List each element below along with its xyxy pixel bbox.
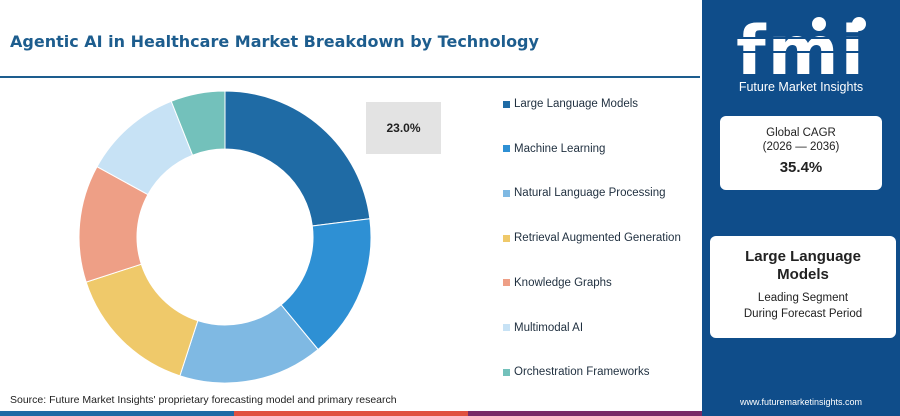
chart-title: Agentic AI in Healthcare Market Breakdow… bbox=[10, 32, 539, 51]
info-panel: fmi Future Market Insights Global CAGR (… bbox=[702, 0, 900, 416]
fmi-logo: fmi bbox=[732, 12, 872, 91]
bottom-strip-segment bbox=[0, 411, 234, 416]
legend-swatch bbox=[503, 368, 510, 376]
legend-label: Multimodal AI bbox=[514, 321, 584, 334]
legend-item: Multimodal AI bbox=[503, 322, 583, 334]
legend-swatch bbox=[503, 324, 510, 331]
donut-chart bbox=[78, 90, 372, 384]
leading-segment-card: Large Language Models Leading Segment Du… bbox=[710, 236, 896, 338]
donut-slice-1 bbox=[224, 90, 371, 227]
globe-icon bbox=[812, 17, 826, 31]
donut-slice-4 bbox=[85, 263, 199, 377]
source-note: Source: Future Market Insights' propriet… bbox=[10, 394, 397, 406]
cagr-card: Global CAGR (2026 — 2036) 35.4% bbox=[720, 116, 882, 190]
legend-label: Machine Learning bbox=[514, 142, 606, 155]
value-callout: 23.0% bbox=[366, 102, 441, 154]
logo-tagline: Future Market Insights bbox=[738, 80, 864, 94]
legend-item: Knowledge Graphs bbox=[503, 277, 612, 289]
bottom-strip-segment bbox=[468, 411, 702, 416]
cagr-label: Global CAGR bbox=[766, 127, 836, 139]
legend-swatch bbox=[503, 145, 510, 153]
legend-label: Natural Language Processing bbox=[514, 187, 666, 200]
website-link[interactable]: www.futuremarketinsights.com bbox=[739, 397, 863, 407]
legend-label: Large Language Models bbox=[514, 98, 639, 110]
legend-item: Large Language Models bbox=[503, 98, 638, 110]
legend-label: Retrieval Augmented Generation bbox=[514, 232, 681, 245]
legend-swatch bbox=[503, 234, 510, 242]
legend-item: Machine Learning bbox=[503, 143, 605, 155]
legend-swatch bbox=[503, 189, 510, 197]
legend-label: Knowledge Graphs bbox=[514, 276, 612, 289]
leading-segment-caption-line1: Leading Segment bbox=[757, 292, 849, 304]
person-icon bbox=[852, 17, 866, 31]
bottom-strip-segment bbox=[234, 411, 468, 416]
legend-item: Orchestration Frameworks bbox=[503, 366, 649, 378]
donut-slice-7 bbox=[170, 90, 226, 156]
cagr-period: (2026 — 2036) bbox=[762, 141, 840, 153]
legend-swatch bbox=[503, 279, 510, 287]
leading-segment-caption: Leading Segment During Forecast Period bbox=[710, 290, 896, 322]
legend-label: Orchestration Frameworks bbox=[514, 366, 650, 379]
title-divider bbox=[0, 76, 700, 78]
leading-segment-caption-line2: During Forecast Period bbox=[743, 308, 863, 320]
legend-item: Retrieval Augmented Generation bbox=[503, 232, 681, 244]
leading-segment-name: Large Language Models bbox=[745, 248, 861, 283]
legend-swatch bbox=[503, 100, 510, 108]
legend-item: Natural Language Processing bbox=[503, 187, 666, 199]
cagr-value: 35.4% bbox=[779, 159, 823, 176]
